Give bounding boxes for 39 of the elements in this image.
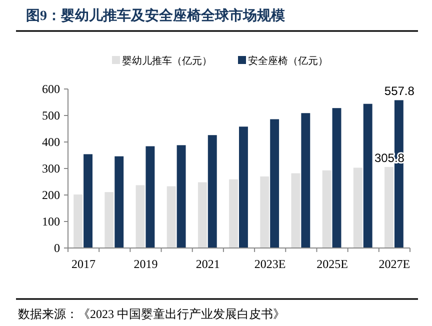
bar: [322, 170, 332, 248]
y-tick-label: 100: [42, 214, 60, 228]
bar: [104, 192, 114, 248]
legend-label: 婴幼儿推车（亿元）: [122, 55, 212, 67]
bar: [176, 145, 186, 248]
x-tick-label: 2017: [72, 257, 96, 271]
bar: [353, 168, 362, 248]
bar: [291, 173, 300, 248]
bar: [74, 194, 83, 248]
bar: [166, 186, 176, 248]
bar: [363, 104, 372, 248]
bar: [384, 166, 394, 248]
x-tick-label: 2027E: [378, 257, 410, 271]
x-tick-label: 2025E: [316, 257, 348, 271]
bar: [146, 146, 155, 248]
legend-label: 安全座椅（亿元）: [248, 55, 328, 67]
bar: [136, 185, 145, 248]
y-tick-label: 500: [42, 108, 60, 122]
y-tick-label: 0: [54, 241, 60, 255]
bar: [208, 135, 217, 248]
x-tick-label: 2023E: [254, 257, 286, 271]
y-tick-label: 600: [42, 82, 60, 96]
x-tick-label: 2019: [134, 257, 158, 271]
y-tick-label: 200: [42, 188, 60, 202]
bar: [114, 156, 124, 248]
bar: [229, 179, 238, 248]
chart-title: 图9：婴幼儿推车及安全座椅全球市场规模: [26, 7, 286, 24]
data-label: 557.8: [384, 84, 415, 98]
bar: [270, 119, 280, 248]
bar: [332, 108, 342, 248]
bar: [301, 113, 310, 248]
y-tick-label: 300: [42, 162, 60, 176]
bar: [198, 182, 207, 248]
bar: [260, 176, 270, 248]
x-tick-label: 2021: [196, 257, 220, 271]
bar: [239, 126, 248, 248]
source-note: 数据来源：《2023 中国婴童出行产业发展白皮书》: [18, 307, 285, 321]
bar: [84, 154, 92, 248]
y-tick-label: 400: [42, 135, 60, 149]
